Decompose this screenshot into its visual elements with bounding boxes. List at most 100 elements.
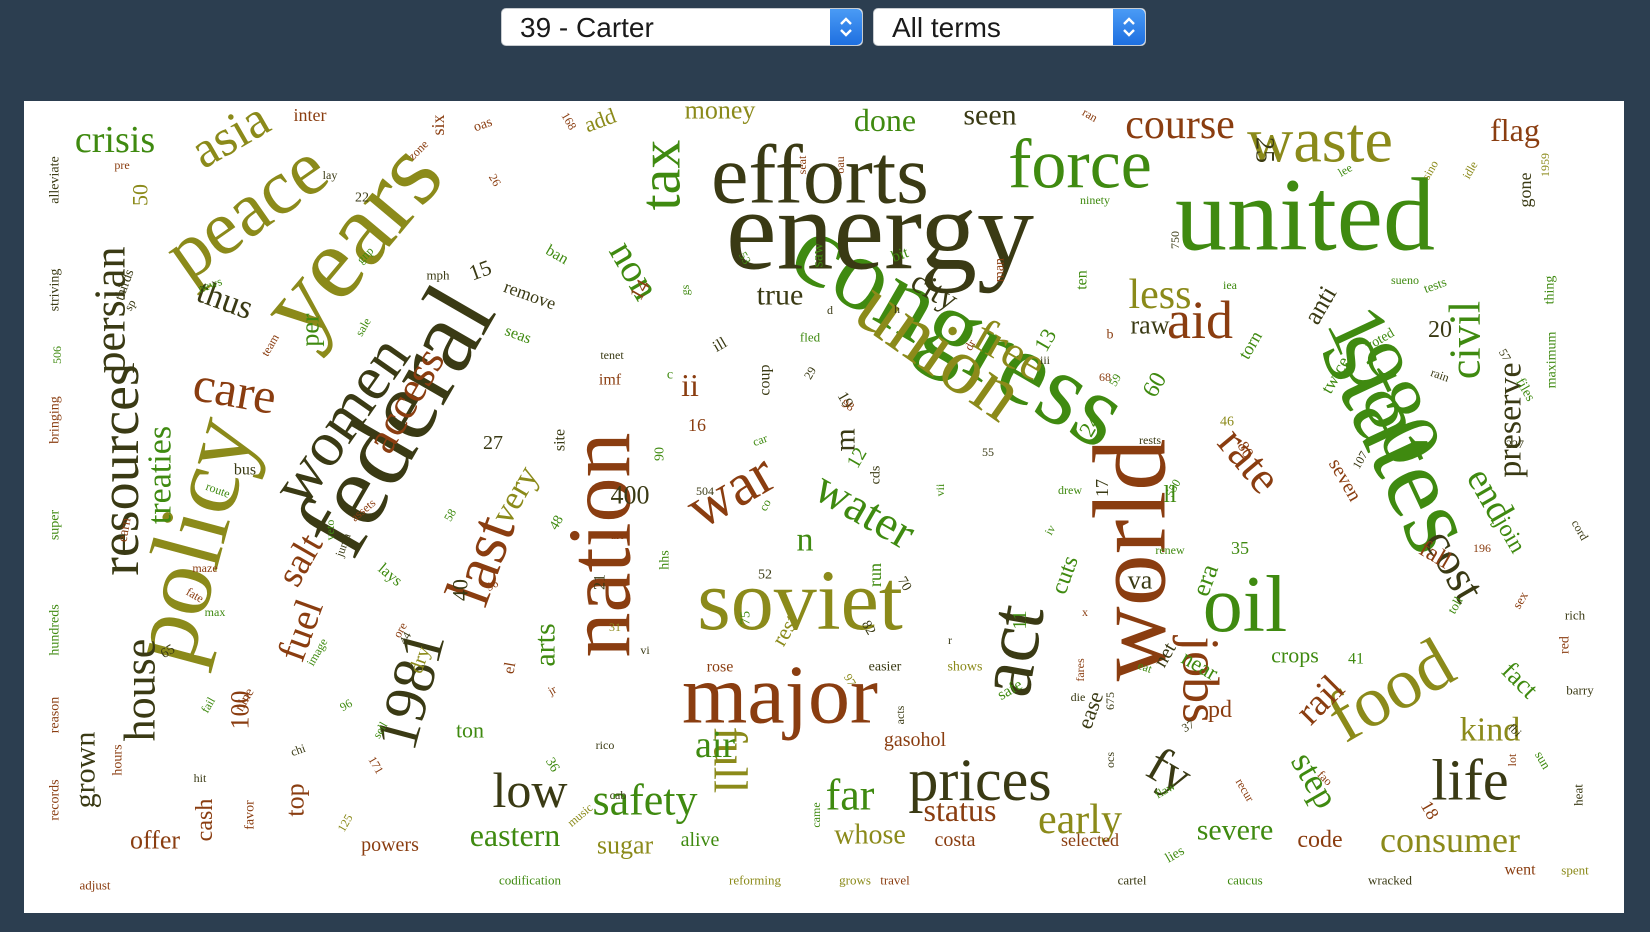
cloud-word[interactable]: act <box>959 597 1061 702</box>
cloud-word[interactable]: 11 <box>1009 610 1031 629</box>
cloud-word[interactable]: 96 <box>337 696 354 714</box>
cloud-word[interactable]: reason <box>48 697 63 734</box>
cloud-word[interactable]: 22 <box>355 191 369 206</box>
cloud-word[interactable]: m <box>829 428 862 451</box>
cloud-word[interactable]: coup <box>757 364 774 395</box>
cloud-word[interactable]: rico <box>596 738 615 752</box>
cloud-word[interactable]: arts <box>529 623 562 666</box>
cloud-word[interactable]: per <box>296 313 325 347</box>
cloud-word[interactable]: hit <box>194 771 207 785</box>
cloud-word[interactable]: hours <box>111 744 126 775</box>
cloud-word[interactable]: course <box>1125 102 1235 148</box>
cloud-word[interactable]: bit <box>889 244 911 266</box>
cloud-word[interactable]: heat <box>1571 784 1586 806</box>
cloud-word[interactable]: h <box>894 302 900 316</box>
cloud-word[interactable]: lay <box>323 168 338 182</box>
chevron-updown-icon[interactable] <box>830 9 862 45</box>
cloud-word[interactable]: 90 <box>653 447 668 461</box>
cloud-word[interactable]: ocs <box>1103 752 1117 768</box>
cloud-word[interactable]: fact <box>1496 656 1545 705</box>
cloud-word[interactable]: gone <box>1515 173 1535 208</box>
cloud-word[interactable]: va <box>1128 566 1153 595</box>
cloud-word[interactable]: bringing <box>48 396 63 443</box>
cloud-word[interactable]: jr <box>544 682 558 698</box>
cloud-word[interactable]: hundreds <box>48 604 63 655</box>
cloud-word[interactable]: pre <box>114 158 129 172</box>
cloud-word[interactable]: music <box>565 800 596 829</box>
cloud-word[interactable]: 41 <box>1348 651 1364 668</box>
cloud-word[interactable]: 21 <box>592 574 609 590</box>
cloud-word[interactable]: consumer <box>1380 820 1520 860</box>
cloud-word[interactable]: 55 <box>982 445 994 459</box>
cloud-word[interactable]: costa <box>934 829 975 851</box>
cloud-word[interactable]: red <box>1558 636 1573 654</box>
cloud-word[interactable]: grown <box>69 732 102 809</box>
cloud-word[interactable]: crisis <box>75 119 155 161</box>
cloud-word[interactable]: full <box>704 727 757 794</box>
cloud-word[interactable]: 52 <box>758 568 772 583</box>
cloud-word[interactable]: powers <box>361 834 419 856</box>
cloud-word[interactable]: far <box>826 771 875 820</box>
cloud-word[interactable]: add <box>581 103 619 137</box>
cloud-word[interactable]: world <box>1073 439 1188 682</box>
cloud-word[interactable]: fled <box>800 330 821 345</box>
cloud-word[interactable]: maze <box>192 561 217 575</box>
cloud-word[interactable]: gasohol <box>884 729 947 751</box>
cloud-word[interactable]: 15 <box>465 254 494 285</box>
cloud-word[interactable]: recur <box>1233 776 1257 804</box>
cloud-word[interactable]: war <box>675 439 786 541</box>
cloud-word[interactable]: iv <box>1042 522 1059 537</box>
cloud-word[interactable]: super <box>48 510 63 541</box>
cloud-word[interactable]: 25 <box>1251 137 1280 163</box>
cloud-word[interactable]: house <box>116 639 165 742</box>
cloud-word[interactable]: flag <box>1490 112 1540 148</box>
cloud-word[interactable]: persian <box>86 246 135 373</box>
cloud-word[interactable]: alleviate <box>48 156 63 203</box>
cloud-word[interactable]: veto <box>323 520 337 541</box>
cloud-word[interactable]: ton <box>456 718 484 743</box>
cloud-word[interactable]: n <box>797 522 814 559</box>
cloud-word[interactable]: force <box>1008 127 1152 204</box>
cloud-word[interactable]: 48 <box>547 513 567 533</box>
cloud-word[interactable]: cord <box>1569 517 1592 542</box>
cloud-word[interactable]: lays <box>375 560 406 590</box>
cloud-word[interactable]: preserve <box>1492 362 1529 477</box>
cloud-word[interactable]: thing <box>1543 276 1558 305</box>
cloud-word[interactable]: top <box>281 783 310 816</box>
cloud-word[interactable]: 16 <box>688 415 706 435</box>
cloud-word[interactable]: ii <box>681 367 699 403</box>
cloud-word[interactable]: el <box>501 660 520 675</box>
cloud-word[interactable]: adjust <box>79 878 110 893</box>
cloud-word[interactable]: gs <box>678 284 692 295</box>
cloud-word[interactable]: tenet <box>600 348 624 362</box>
cloud-word[interactable]: energy <box>726 167 1034 294</box>
cloud-word[interactable]: acts <box>893 705 907 724</box>
cloud-word[interactable]: c <box>667 368 673 383</box>
cloud-word[interactable]: sun <box>1532 748 1554 772</box>
cloud-word[interactable]: 50 <box>128 184 153 206</box>
cloud-word[interactable]: done <box>854 102 916 138</box>
cloud-word[interactable]: oil <box>1203 561 1287 649</box>
cloud-word[interactable]: wracked <box>1368 873 1413 888</box>
cloud-word[interactable]: vii <box>933 483 947 496</box>
cloud-word[interactable]: soviet <box>697 552 903 648</box>
cloud-word[interactable]: idle <box>1459 159 1480 182</box>
cloud-word[interactable]: 1959 <box>1538 153 1552 177</box>
cloud-word[interactable]: shows <box>947 660 982 675</box>
cloud-word[interactable]: civil <box>1441 301 1490 379</box>
cloud-word[interactable]: torn <box>1234 327 1266 362</box>
cloud-word[interactable]: oau <box>833 156 847 173</box>
cloud-word[interactable]: car <box>751 431 770 449</box>
cloud-word[interactable]: iii <box>1040 353 1051 367</box>
cloud-word[interactable]: 168 <box>558 110 579 133</box>
cloud-word[interactable]: 70 <box>894 574 914 594</box>
cloud-word[interactable]: united <box>1175 158 1435 273</box>
cloud-word[interactable]: aid <box>1167 290 1233 350</box>
cloud-word[interactable]: 125 <box>334 812 355 835</box>
cloud-word[interactable]: 171 <box>365 754 386 777</box>
cloud-word[interactable]: lies <box>1163 844 1187 867</box>
cloud-word[interactable]: r <box>948 633 952 647</box>
cloud-word[interactable]: rests <box>1139 433 1161 447</box>
cloud-word[interactable]: x <box>1082 605 1088 619</box>
cloud-word[interactable]: seas <box>503 322 534 347</box>
